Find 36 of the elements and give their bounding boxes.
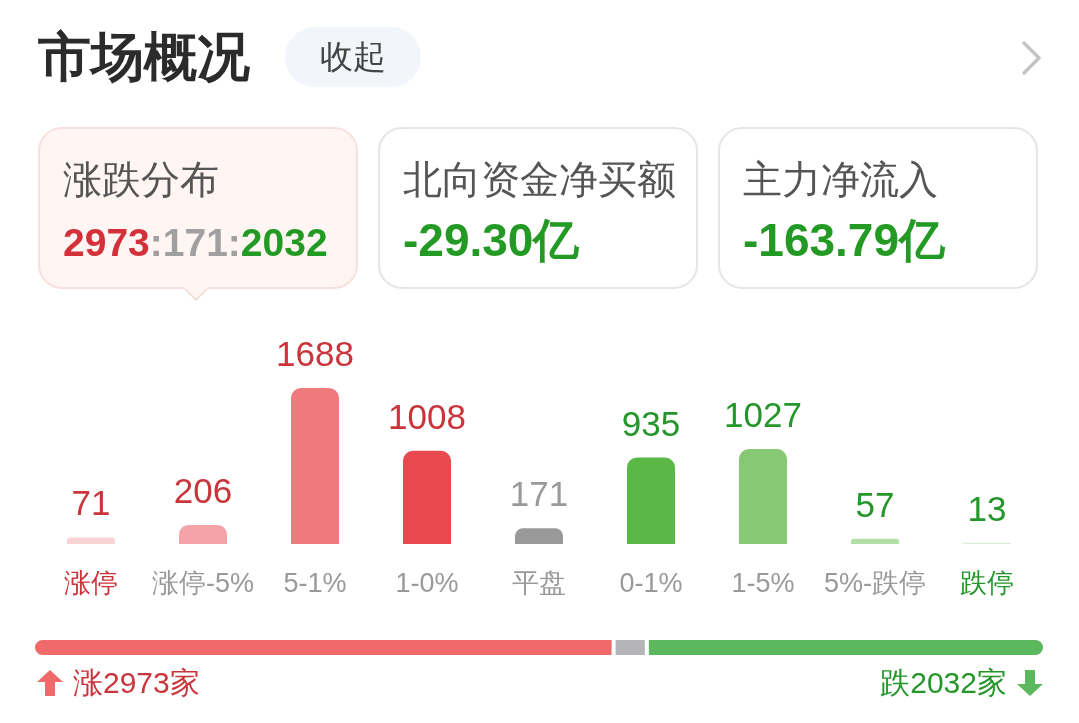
x-tick-label: 跌停 [960, 568, 1014, 598]
data-label: 935 [621, 403, 681, 443]
text: 涨跌分布 [63, 158, 219, 201]
text: 主力净流入 [743, 158, 938, 201]
bar [851, 538, 899, 544]
collapse-button: 收起 [285, 27, 421, 87]
x-tick-label: 1-0% [395, 568, 459, 598]
data-label: 1008 [388, 396, 466, 436]
text: 市场概况 [38, 27, 250, 86]
text: -163.79亿 [743, 214, 946, 266]
text: 2973:171:2032 [63, 221, 328, 264]
bar [291, 388, 339, 544]
text: 涨2973家 [73, 666, 200, 700]
x-tick-label: 0-1% [619, 568, 683, 598]
data-label: 13 [967, 488, 1007, 528]
x-tick-label: 涨停-5% [151, 568, 255, 598]
text: 跌2032家 [880, 666, 1007, 700]
text: -29.30亿 [403, 214, 580, 266]
x-tick-label: 涨停 [64, 568, 118, 598]
data-label: 1027 [724, 395, 802, 435]
bar [67, 537, 115, 544]
data-label: 206 [173, 470, 233, 510]
data-label: 1688 [276, 334, 354, 373]
bar [179, 524, 227, 544]
data-label: 57 [855, 484, 895, 524]
text: 北向资金净买额 [403, 158, 676, 201]
x-tick-label: 平盘 [512, 568, 566, 598]
data-label: 71 [71, 483, 111, 523]
bar [403, 450, 451, 544]
x-tick-label: 5-1% [283, 568, 347, 598]
bar [739, 449, 787, 544]
x-tick-label: 5%-跌停 [823, 568, 927, 598]
bar [515, 528, 563, 544]
x-tick-label: 1-5% [731, 568, 795, 598]
data-label: 171 [509, 474, 569, 514]
bar [627, 457, 675, 544]
